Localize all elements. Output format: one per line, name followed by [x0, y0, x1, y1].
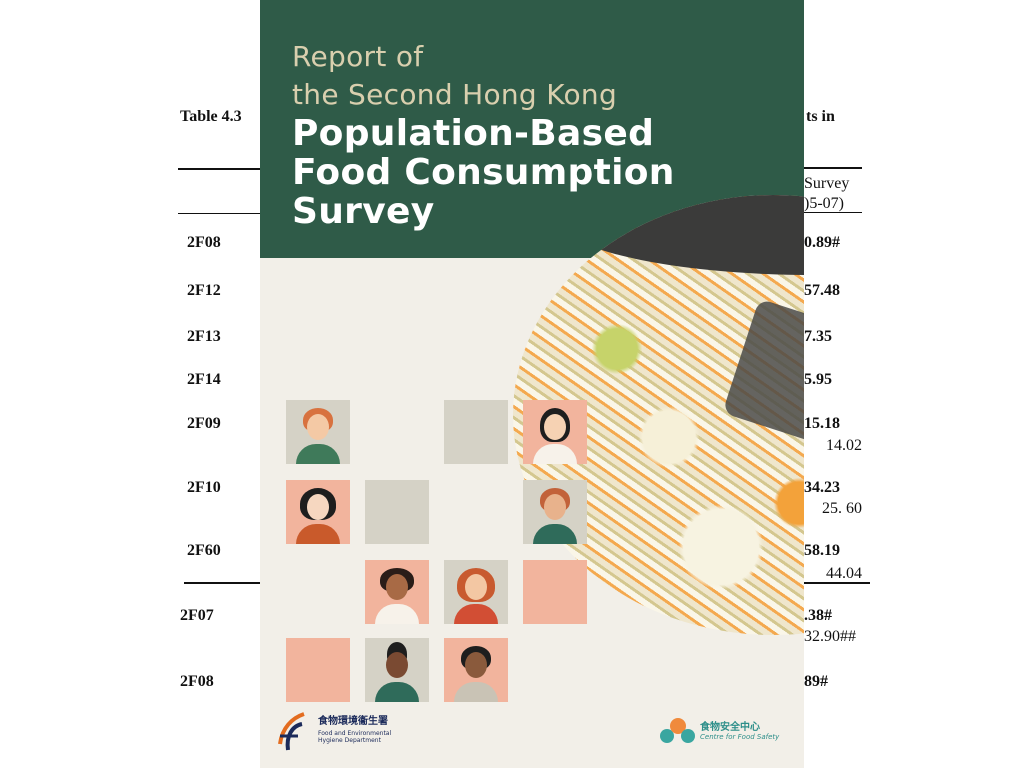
row-value: 58.19	[804, 542, 840, 559]
column-header: Survey )5-07)	[804, 175, 850, 212]
row-value: 57.48	[804, 282, 840, 299]
table-top-rule-left	[178, 168, 260, 170]
row-subvalue: 32.90##	[804, 628, 856, 645]
blank-tile	[286, 638, 350, 702]
cover-title: Population-Based Food Consumption Survey	[292, 113, 675, 232]
portrait-tile	[523, 480, 587, 544]
row-subvalue: 25. 60	[822, 500, 862, 517]
table-caption-continued: ts in	[806, 108, 835, 125]
row-code: 2F10	[187, 479, 221, 496]
row-subvalue: 14.02	[826, 437, 862, 454]
report-cover: Report of the Second Hong Kong Populatio…	[260, 0, 804, 768]
portrait-tile	[286, 400, 350, 464]
row-value: 0.89#	[804, 234, 840, 251]
table-header-rule-left	[178, 213, 260, 214]
cfs-logo-zh: 食物安全中心	[700, 722, 760, 733]
fehd-logo-en: Food and Environmental Hygiene Departmen…	[318, 730, 392, 744]
row-subvalue: 44.04	[826, 565, 862, 582]
cfs-logo-icon	[660, 718, 695, 743]
table-header-rule-right	[804, 212, 862, 213]
table-mid-rule-right	[804, 582, 870, 584]
cover-subtitle: Report of the Second Hong Kong	[292, 40, 618, 111]
fehd-logo-icon	[278, 712, 305, 751]
row-code: 2F14	[187, 371, 221, 388]
fehd-logo: 食物環境衞生署 Food and Environmental Hygiene D…	[274, 710, 414, 756]
table-top-rule-right	[804, 167, 862, 169]
row-code: 2F12	[187, 282, 221, 299]
portrait-tile	[365, 560, 429, 624]
row-value: 7.35	[804, 328, 832, 345]
spatula	[722, 298, 804, 512]
row-value: .38#	[804, 607, 832, 624]
table-caption: Table 4.3	[180, 108, 242, 125]
table-mid-rule-left	[184, 582, 260, 584]
row-code: 2F08	[187, 234, 221, 251]
cfs-logo: 食物安全中心 Centre for Food Safety	[658, 714, 798, 748]
row-code: 2F07	[180, 607, 214, 624]
row-value: 15.18	[804, 415, 840, 432]
portrait-tile	[365, 638, 429, 702]
row-value: 34.23	[804, 479, 840, 496]
blank-tile	[365, 480, 429, 544]
cfs-logo-en: Centre for Food Safety	[700, 733, 780, 741]
blank-tile	[523, 560, 587, 624]
row-code: 2F13	[187, 328, 221, 345]
portrait-tile	[444, 560, 508, 624]
portrait-tile	[444, 638, 508, 702]
row-code: 2F09	[187, 415, 221, 432]
row-code: 2F60	[187, 542, 221, 559]
blank-tile	[444, 400, 508, 464]
pan-rim	[553, 195, 804, 275]
row-code: 2F08	[180, 673, 214, 690]
row-value: 5.95	[804, 371, 832, 388]
fehd-logo-zh: 食物環境衞生署	[318, 716, 388, 727]
portrait-tile	[523, 400, 587, 464]
row-value: 89#	[804, 673, 828, 690]
portrait-tile	[286, 480, 350, 544]
